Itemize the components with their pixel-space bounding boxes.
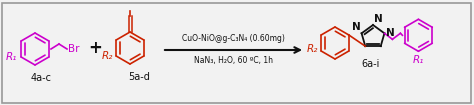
FancyBboxPatch shape [2,3,471,103]
Text: 5a-d: 5a-d [128,72,150,82]
Text: 6a-i: 6a-i [362,59,380,69]
Text: R₁: R₁ [413,55,424,65]
Text: +: + [88,39,102,57]
Text: R₁: R₁ [6,52,17,62]
Text: Br: Br [68,43,80,54]
Text: R₂: R₂ [101,51,113,61]
Text: N: N [374,14,383,24]
Text: NaN₃, H₂O, 60 ºC, 1h: NaN₃, H₂O, 60 ºC, 1h [194,56,273,65]
Text: R₂: R₂ [307,44,318,54]
Text: CuO-NiO@g-C₃N₄ (0.60mg): CuO-NiO@g-C₃N₄ (0.60mg) [182,34,285,43]
Text: N: N [386,28,395,38]
Text: 4a-c: 4a-c [31,73,52,83]
Text: N: N [352,22,361,32]
